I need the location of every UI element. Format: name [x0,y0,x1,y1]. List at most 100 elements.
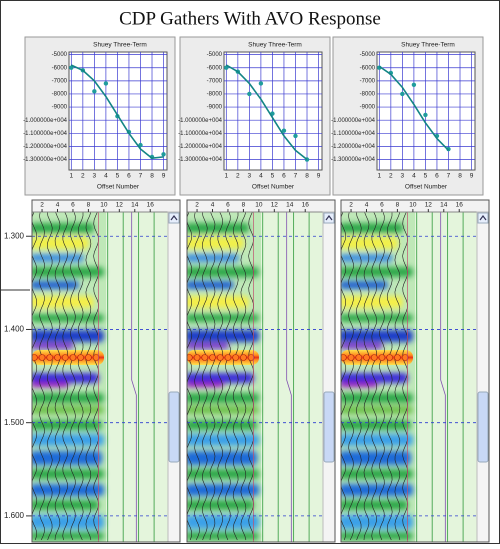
x-tick-label: 4 [259,173,263,180]
velocity-line [440,212,446,542]
wiggle-trace [85,212,92,541]
fit-curve [225,64,308,161]
x-tick-label: 3 [401,173,405,180]
bright-dot [394,354,401,361]
bright-dot [347,354,355,361]
gather-panel: 2 4 6 8 10 12 14 16 [340,199,490,543]
scroll-thumb[interactable] [168,391,180,463]
amplitude-blob [187,237,244,249]
bright-dot [341,354,347,361]
amplitude-blob [341,223,403,233]
gather-panel: 2 4 6 8 10 12 14 16 [186,199,336,543]
wiggle-trace [77,212,84,541]
x-tick-label: 3 [248,173,252,180]
time-tick-label: 1.500 [4,418,25,427]
wiggle-trace [39,212,45,541]
data-point [258,81,264,86]
amplitude-blob [32,254,84,262]
amplitude-blob [32,420,102,430]
y-tick-label: -5000 [207,52,223,58]
wiggle-trace [93,212,99,541]
x-tick-label: 6 [71,202,75,209]
y-tick-label: -9000 [52,105,68,111]
y-tick-label: -6000 [360,65,376,71]
amplitude-blob [187,223,249,233]
scroll-up[interactable] [168,212,180,224]
bright-dot [370,354,378,361]
y-tick-label: -1.100000e+004 [178,131,223,137]
y-tick-label: -6000 [207,65,223,71]
bright-dot [46,354,54,361]
wiggle-trace [363,212,370,541]
x-tick-label: 4 [365,202,369,209]
wiggle-trace [248,212,254,541]
bright-dot [209,354,216,361]
bright-dot [355,354,363,361]
y-tick-label: -1.000000e+004 [178,118,223,124]
gather-body [341,212,477,542]
x-tick-label: 14 [131,202,139,209]
scroll-thumb[interactable] [323,391,335,463]
wiggle-trace [225,212,231,541]
avo-panel: Shuey Three-Term -5000 -6000 -7000 -8000 -900… [178,36,331,196]
data-point [247,91,252,97]
wiggle-trace [54,212,61,541]
wiggle-trace [209,212,216,541]
scrollbar [167,211,181,543]
y-tick-label: -7000 [360,78,376,84]
bright-dot [201,354,209,361]
amplitude-blob [32,343,74,349]
scrollbar [322,211,336,543]
x-tick-label: 5 [116,173,120,180]
x-tick-label: 14 [440,202,448,209]
data-point [161,152,166,157]
y-tick-label: -1.200000e+004 [178,144,223,150]
bright-dot [240,354,247,361]
amplitude-blob [187,254,239,262]
bright-dot [247,354,255,361]
wiggle-trace [240,212,247,541]
amplitude-blob [187,281,234,289]
plot-area [223,51,323,171]
x-tick-label: 8 [458,173,462,180]
x-tick-label: 6 [380,202,384,209]
x-tick-label: 16 [456,202,464,209]
wiggle-trace [371,212,378,541]
wiggle-trace [217,212,224,541]
x-tick-label: 16 [147,202,155,209]
gather-body [32,212,168,542]
y-tick-label: -1.000000e+004 [331,118,376,124]
bright-dot [216,354,224,361]
x-tick-label: 9 [470,173,474,180]
x-tick-label: 2 [81,173,85,180]
bright-dot [54,354,61,361]
wiggle-trace [62,212,69,541]
scroll-thumb[interactable] [477,391,489,463]
bright-dot [32,354,38,361]
amplitude-blob [32,281,79,289]
amplitude-blob [187,451,257,465]
scroll-up[interactable] [477,212,489,224]
x-tick-label: 1 [377,173,381,180]
wiggle-trace [386,212,393,541]
amplitude-blob [341,237,398,249]
bright-dot [363,354,370,361]
amplitude-blob [32,434,104,446]
y-tick-label: -1.100000e+004 [331,131,376,137]
x-tick-label: 12 [116,202,124,209]
x-tick-label: 8 [242,202,246,209]
scroll-up[interactable] [323,212,335,224]
data-point [92,89,97,94]
time-tick-label: 1.400 [4,325,25,334]
amplitude-blob [32,223,94,233]
amplitude-blob [341,393,413,403]
x-tick-label: 6 [435,173,439,180]
amplitude-blob [341,254,393,262]
bright-dot [224,354,232,361]
data-point [400,91,405,97]
x-tick-label: 5 [271,173,275,180]
scroll-arrow [170,215,178,221]
page-title: CDP Gathers With AVO Response [119,8,381,29]
scrollbar [476,211,490,543]
amplitude-blob [32,532,104,540]
